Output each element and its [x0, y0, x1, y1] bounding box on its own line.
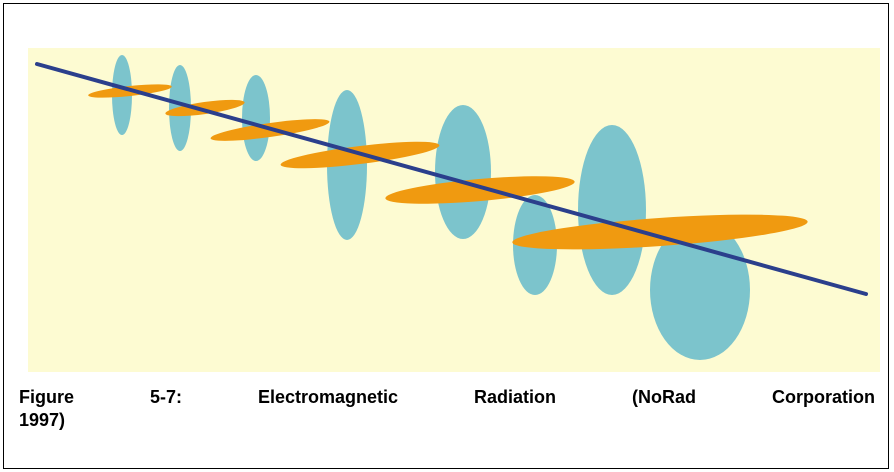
em-wave-illustration [28, 48, 880, 372]
caption-text: Electromagnetic Radiation (NoRad Corpora… [19, 387, 875, 430]
figure-frame [3, 3, 889, 469]
figure-caption: Figure 5-7: Electromagnetic Radiation (N… [19, 386, 875, 432]
figure-label: Figure 5-7: [19, 387, 182, 407]
